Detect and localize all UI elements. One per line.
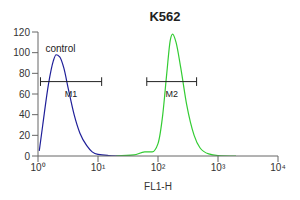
svg-text:10⁰: 10⁰ <box>30 162 45 173</box>
svg-text:0: 0 <box>24 151 30 162</box>
svg-text:20: 20 <box>19 130 31 141</box>
svg-text:60: 60 <box>19 89 31 100</box>
svg-text:10³: 10³ <box>211 162 226 173</box>
svg-text:120: 120 <box>13 27 30 38</box>
svg-text:M1: M1 <box>65 89 78 99</box>
svg-text:100: 100 <box>13 47 30 58</box>
svg-text:FL1-H: FL1-H <box>144 181 172 192</box>
svg-text:control: control <box>45 43 75 54</box>
svg-text:10²: 10² <box>151 162 166 173</box>
html-text:K562: K562 <box>149 9 181 24</box>
svg-text:10¹: 10¹ <box>91 162 106 173</box>
svg-text:40: 40 <box>19 109 31 120</box>
svg-text:80: 80 <box>19 68 31 79</box>
svg-text:10⁴: 10⁴ <box>270 162 285 173</box>
svg-text:M2: M2 <box>165 89 178 99</box>
